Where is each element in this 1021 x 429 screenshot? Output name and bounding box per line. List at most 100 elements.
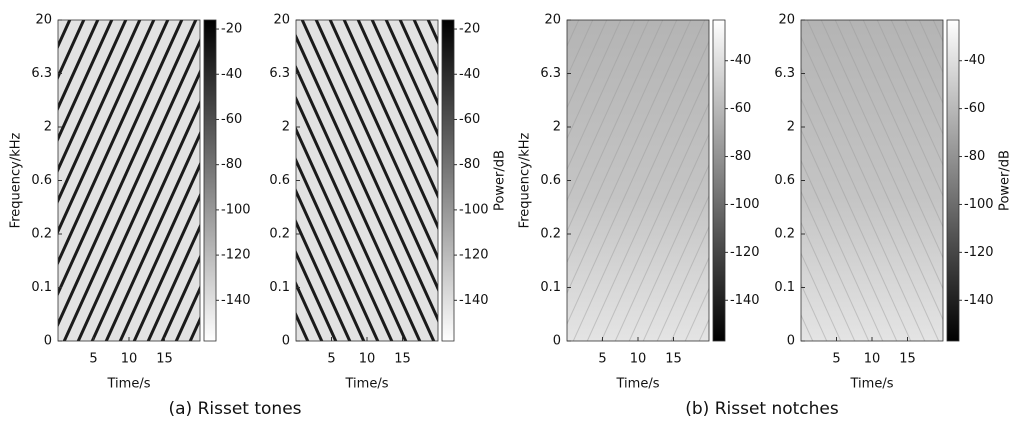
y-tick-label: 0.6	[31, 173, 52, 188]
x-tick-label: 5	[327, 352, 335, 367]
spectrogram-stripe	[567, 20, 678, 264]
colorbar-label: Power/dB	[493, 150, 508, 211]
spectrogram-stripe	[670, 256, 709, 341]
spectrogram-stripe	[314, 20, 438, 293]
spectrogram-stripe	[370, 20, 438, 169]
spectrogram-stripe	[820, 20, 943, 290]
caption: (a) Risset tones	[168, 399, 301, 419]
colorbar	[946, 19, 960, 342]
colorbar-tick-label: -140	[459, 293, 489, 308]
colorbar-tick-label: -80	[459, 157, 480, 172]
colorbar-tick-label: -20	[459, 22, 480, 37]
y-axis-label: Frequency/kHz	[518, 132, 533, 228]
spectrogram-background	[801, 20, 943, 341]
spectrogram-stripe	[572, 40, 709, 341]
spectrogram-stripe	[296, 126, 394, 341]
spectrogram-stripe	[656, 225, 709, 341]
colorbar-tick-label: -40	[730, 53, 751, 68]
spectrogram-background	[567, 20, 709, 341]
colorbar-tick-label: -80	[964, 149, 985, 164]
spectrogram	[801, 20, 943, 341]
colorbar-tick-label: -40	[964, 53, 985, 68]
y-tick-label: 0	[44, 334, 52, 349]
spectrogram-stripe	[862, 20, 943, 198]
y-tick-label: 0	[787, 334, 795, 349]
colorbar-tick-label: -80	[730, 149, 751, 164]
y-tick-label: 0.2	[774, 227, 795, 242]
spectrogram-stripe	[174, 284, 200, 341]
spectrogram-stripe	[296, 280, 324, 341]
spectrogram-stripe	[567, 20, 594, 78]
colorbar-tick-label: -100	[730, 197, 760, 212]
x-axis-label: Time/s	[850, 377, 894, 392]
y-tick-label: 2	[553, 120, 561, 135]
spectrogram-stripe	[300, 20, 438, 324]
y-tick-label: 0.1	[540, 280, 561, 295]
y-tick-label: 0	[553, 334, 561, 349]
spectrogram-stripe	[801, 221, 856, 341]
colorbar-tick-label: -20	[221, 22, 242, 37]
y-tick-label: 0.2	[540, 227, 561, 242]
spectrogram-stripe	[567, 20, 692, 295]
y-tick-label: 2	[787, 120, 795, 135]
spectrogram-stripe	[801, 35, 940, 341]
spectrogram-stripe	[642, 194, 709, 341]
colorbar	[712, 19, 726, 342]
colorbar-tick-label: -60	[964, 101, 985, 116]
spectrogram-stripe	[58, 20, 86, 81]
colorbar-label: Power/dB	[998, 150, 1013, 211]
x-tick-label: 5	[598, 352, 606, 367]
spectrogram	[296, 20, 438, 341]
x-tick-label: 15	[156, 352, 173, 367]
x-tick-label: 15	[665, 352, 682, 367]
x-tick-label: 10	[121, 352, 138, 367]
spectrogram-stripe	[614, 132, 709, 341]
spectrogram-stripe	[412, 20, 438, 77]
spectrogram-stripe	[58, 20, 142, 204]
x-tick-label: 5	[832, 352, 840, 367]
spectrogram-stripe	[801, 159, 884, 341]
spectrogram-stripe	[801, 252, 842, 341]
spectrogram	[567, 20, 709, 341]
spectrogram-stripe	[296, 218, 352, 341]
x-axis-label: Time/s	[616, 377, 660, 392]
y-tick-label: 0.1	[269, 280, 290, 295]
spectrogram-stripe	[296, 64, 422, 341]
colorbar-tick-label: -40	[459, 67, 480, 82]
spectrogram-stripe	[118, 161, 200, 341]
colorbar-tick-label: -120	[221, 248, 251, 263]
spectrogram-stripe	[104, 130, 200, 341]
spectrogram-stripe	[918, 20, 943, 74]
x-tick-label: 15	[394, 352, 411, 367]
colorbar	[441, 19, 455, 342]
colorbar-tick-label: -60	[730, 101, 751, 116]
x-tick-label: 10	[630, 352, 647, 367]
y-tick-label: 20	[35, 13, 52, 28]
spectrogram-stripe	[586, 71, 709, 341]
spectrogram-stripe	[58, 20, 128, 174]
y-tick-label: 6.3	[31, 66, 52, 81]
y-tick-label: 20	[544, 13, 561, 28]
y-tick-label: 6.3	[540, 66, 561, 81]
spectrogram-stripe	[567, 20, 650, 202]
spectrogram-stripe	[356, 20, 438, 200]
spectrogram-stripe	[58, 20, 198, 328]
spectrogram-stripe	[801, 283, 828, 341]
spectrogram-stripe	[684, 287, 709, 341]
y-tick-label: 2	[282, 120, 290, 135]
y-tick-label: 0.6	[540, 173, 561, 188]
colorbar-tick-label: -120	[730, 245, 760, 260]
y-tick-label: 20	[778, 13, 795, 28]
colorbar-tick-label: -140	[730, 293, 760, 308]
x-tick-label: 10	[359, 352, 376, 367]
y-tick-label: 0	[282, 334, 290, 349]
spectrogram-stripe	[567, 20, 664, 233]
y-tick-label: 6.3	[269, 66, 290, 81]
spectrogram-stripe	[58, 20, 156, 235]
colorbar-tick-label: -140	[964, 293, 994, 308]
spectrogram-stripe	[567, 20, 608, 109]
colorbar-tick-label: -60	[221, 112, 242, 127]
spectrogram-stripe	[806, 20, 943, 321]
spectrogram-stripe	[567, 20, 706, 326]
spectrogram-stripe	[398, 20, 438, 107]
